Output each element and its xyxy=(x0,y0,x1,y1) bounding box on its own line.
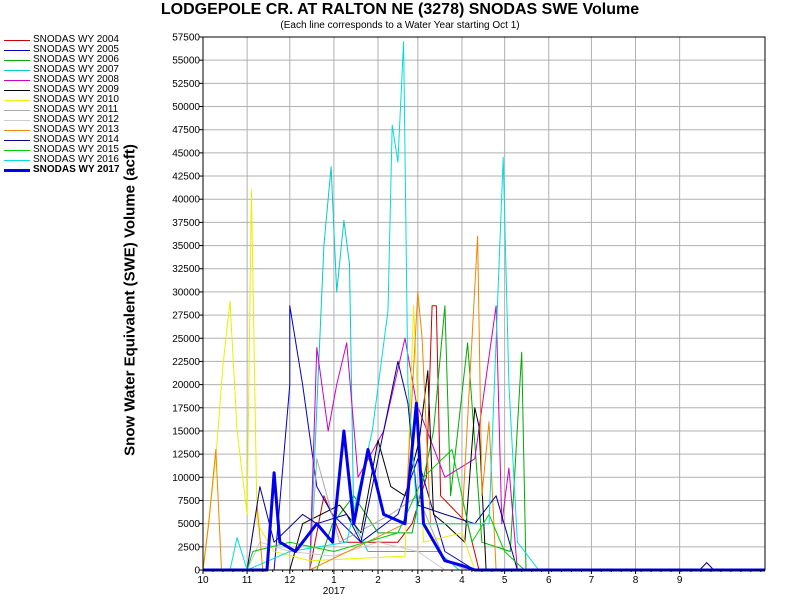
y-tick-label: 42500 xyxy=(172,172,200,183)
series-line-snodas-wy-2011 xyxy=(203,458,765,571)
x-tick-label: 1 xyxy=(331,575,337,586)
y-tick-label: 47500 xyxy=(172,125,200,136)
legend-label: SNODAS WY 2008 xyxy=(33,74,119,85)
legend-label: SNODAS WY 2016 xyxy=(33,154,119,165)
plot-frame xyxy=(202,36,766,571)
legend-label: SNODAS WY 2013 xyxy=(33,124,119,135)
y-tick-label: 17500 xyxy=(172,403,200,414)
x-tick-label: 4 xyxy=(459,575,465,586)
x-tick-label: 11 xyxy=(242,575,253,586)
x-tick-label: 3 xyxy=(415,575,421,586)
y-tick-label: 22500 xyxy=(172,357,200,368)
x-tick-label: 2 xyxy=(375,575,381,586)
y-tick-label: 12500 xyxy=(172,450,200,461)
y-tick-label: 57500 xyxy=(172,33,200,44)
legend-swatch xyxy=(4,168,30,172)
legend-item: SNODAS WY 2004 xyxy=(4,35,120,45)
legend-item: SNODAS WY 2006 xyxy=(4,55,120,65)
chart-subtitle: (Each line corresponds to a Water Year s… xyxy=(280,20,520,31)
legend-label: SNODAS WY 2010 xyxy=(33,94,119,105)
legend-item: SNODAS WY 2009 xyxy=(4,85,120,95)
legend: SNODAS WY 2004 SNODAS WY 2005 SNODAS WY 20… xyxy=(4,35,120,175)
legend-item: SNODAS WY 2011 xyxy=(4,105,120,115)
x-tick-label: 7 xyxy=(589,575,595,586)
plot-area xyxy=(203,37,765,570)
y-tick-label: 37500 xyxy=(172,218,200,229)
legend-label: SNODAS WY 2012 xyxy=(33,114,119,125)
legend-label: SNODAS WY 2005 xyxy=(33,44,119,55)
legend-swatch xyxy=(4,109,30,111)
legend-swatch xyxy=(4,59,30,61)
y-tick-label: 45000 xyxy=(172,148,200,159)
x-tick-label: 5 xyxy=(502,575,508,586)
legend-swatch xyxy=(4,49,30,51)
legend-item: SNODAS WY 2017 xyxy=(4,165,120,175)
y-tick-label: 7500 xyxy=(178,496,201,507)
y-tick-label: 35000 xyxy=(172,241,200,252)
series-line-snodas-wy-2015 xyxy=(203,449,765,571)
legend-label: SNODAS WY 2009 xyxy=(33,84,119,95)
legend-label: SNODAS WY 2006 xyxy=(33,54,119,65)
series-line-snodas-wy-2017 xyxy=(203,401,765,572)
y-tick-label: 5000 xyxy=(178,519,201,530)
x-tick-label: 6 xyxy=(546,575,552,586)
legend-swatch xyxy=(4,159,30,161)
legend-swatch xyxy=(4,129,30,131)
legend-swatch xyxy=(4,69,30,71)
legend-swatch xyxy=(4,119,30,121)
y-tick-label: 0 xyxy=(194,566,200,577)
y-tick-label: 27500 xyxy=(172,311,200,322)
legend-item: SNODAS WY 2016 xyxy=(4,155,120,165)
legend-swatch xyxy=(4,39,30,41)
legend-label: SNODAS WY 2004 xyxy=(33,34,119,45)
y-tick-label: 40000 xyxy=(172,195,200,206)
legend-label: SNODAS WY 2011 xyxy=(33,104,119,115)
y-tick-label: 30000 xyxy=(172,287,200,298)
legend-item: SNODAS WY 2012 xyxy=(4,115,120,125)
y-tick-label: 15000 xyxy=(172,426,200,437)
legend-item: SNODAS WY 2015 xyxy=(4,145,120,155)
legend-swatch xyxy=(4,149,30,151)
legend-label: SNODAS WY 2007 xyxy=(33,64,119,75)
x-year-label: 2017 xyxy=(323,586,346,597)
legend-swatch xyxy=(4,139,30,141)
legend-label: SNODAS WY 2014 xyxy=(33,134,119,145)
series-line-snodas-wy-2013 xyxy=(202,235,765,571)
y-tick-label: 52500 xyxy=(172,79,200,90)
legend-swatch xyxy=(4,79,30,81)
x-tick-label: 12 xyxy=(284,575,296,586)
y-tick-label: 20000 xyxy=(172,380,200,391)
y-tick-label: 25000 xyxy=(172,334,200,345)
legend-item: SNODAS WY 2007 xyxy=(4,65,120,75)
y-tick-label: 55000 xyxy=(172,56,200,67)
x-tick-label: 8 xyxy=(633,575,639,586)
x-tick-label: 9 xyxy=(677,575,683,586)
legend-item: SNODAS WY 2008 xyxy=(4,75,120,85)
legend-label: SNODAS WY 2017 xyxy=(33,164,120,175)
y-tick-label: 50000 xyxy=(172,102,200,113)
legend-label: SNODAS WY 2015 xyxy=(33,144,119,155)
y-tick-label: 32500 xyxy=(172,264,200,275)
series-line-snodas-wy-2008 xyxy=(203,305,765,571)
series-line-snodas-wy-2012 xyxy=(203,541,765,571)
legend-swatch xyxy=(4,89,30,91)
series-line-snodas-wy-2006 xyxy=(203,305,765,571)
legend-item: SNODAS WY 2013 xyxy=(4,125,120,135)
legend-item: SNODAS WY 2005 xyxy=(4,45,120,55)
x-tick-label: 10 xyxy=(197,575,209,586)
y-tick-label: 10000 xyxy=(172,473,200,484)
legend-item: SNODAS WY 2014 xyxy=(4,135,120,145)
legend-item: SNODAS WY 2010 xyxy=(4,95,120,105)
chart-title: LODGEPOLE CR. AT RALTON NE (3278) SNODAS… xyxy=(160,1,640,18)
series-line-snodas-wy-2016 xyxy=(203,41,765,571)
y-tick-label: 2500 xyxy=(178,542,201,553)
legend-swatch xyxy=(4,99,30,101)
